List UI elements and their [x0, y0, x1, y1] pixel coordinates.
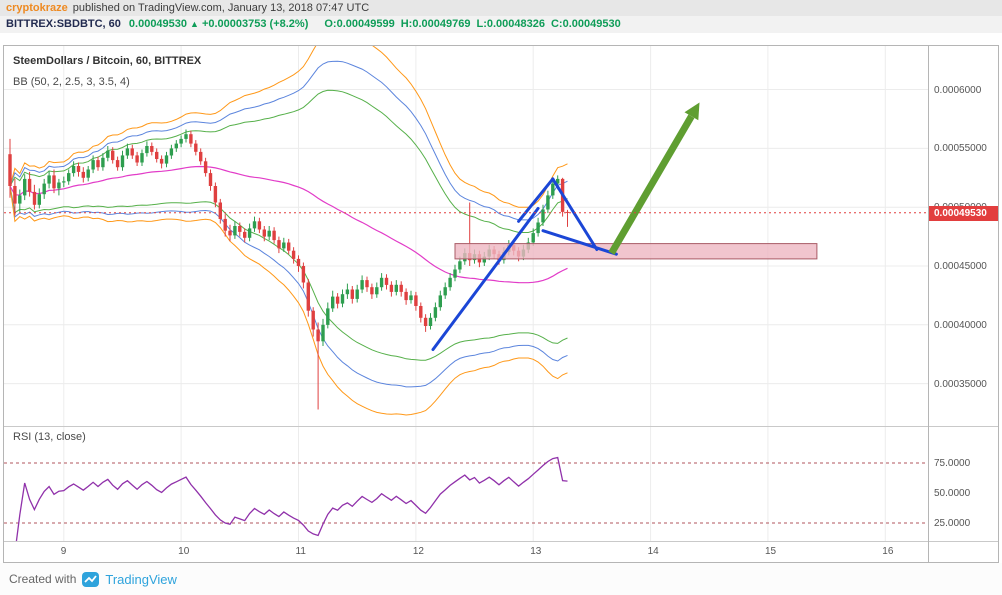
chart-container: SteemDollars / Bitcoin, 60, BITTREX BB (…: [3, 45, 999, 563]
price-axis[interactable]: 0.00060000.000550000.000500000.000450000…: [928, 46, 998, 562]
time-axis-label: 12: [412, 546, 424, 557]
ohlc-label: L:: [476, 18, 487, 30]
rsi-panel: RSI (13, close): [4, 427, 998, 541]
time-axis-label: 11: [295, 546, 306, 557]
time-axis-label: 14: [647, 546, 659, 557]
author-link[interactable]: cryptokraze: [6, 2, 68, 14]
symbol-name[interactable]: BITTREX:SBDBTC, 60: [6, 18, 121, 30]
time-axis-label: 15: [764, 546, 777, 557]
publish-info: published on TradingView.com, January 13…: [72, 2, 370, 14]
footer: Created with TradingView: [0, 563, 1002, 595]
indicator-label-rsi[interactable]: RSI (13, close): [13, 431, 86, 443]
time-axis-label: 13: [530, 546, 542, 557]
symbol-bar: BITTREX:SBDBTC, 60 0.00049530 ▲ +0.00003753…: [0, 16, 1002, 33]
last-price-tag: 0.00049530: [929, 205, 998, 221]
last-price-value: 0.00049530: [128, 18, 188, 30]
price-change: +0.00003753 (+8.2%): [201, 18, 309, 30]
tradingview-logo-icon: [82, 571, 100, 587]
time-axis-label: 10: [178, 546, 190, 557]
ohlc-label: H:: [400, 18, 413, 30]
time-axis[interactable]: 9 10 11 12 13 14 15 16: [4, 542, 928, 562]
rsi-axis-label: 25.0000: [934, 518, 971, 529]
time-axis-label: 16: [882, 546, 894, 557]
price-axis-label: 0.0006000: [934, 84, 982, 96]
price-axis-label: 0.00055000: [934, 143, 987, 155]
ohlc-values: O:0.00049599 H:0.00049769 L:0.00048326 C:0.…: [318, 18, 620, 30]
price-axis-label: 0.00035000: [934, 378, 987, 390]
ohlc-label: C:: [550, 18, 563, 30]
pane-separator[interactable]: [4, 426, 998, 427]
time-axis-label: 9: [60, 546, 67, 557]
rsi-axis-label: 50.0000: [934, 488, 971, 499]
price-axis-label: 0.00045000: [934, 261, 987, 272]
chart-legend: SteemDollars / Bitcoin, 60, BITTREX BB (…: [13, 55, 201, 88]
price-pane[interactable]: [4, 46, 928, 426]
up-arrow-icon: ▲: [190, 19, 199, 29]
rsi-axis-label: 75.0000: [934, 458, 971, 469]
rsi-pane[interactable]: [4, 427, 928, 541]
price-axis-label: 0.00040000: [934, 319, 987, 331]
indicator-label-bb[interactable]: BB (50, 2, 2.5, 3, 3.5, 4): [13, 76, 130, 88]
pane-separator-bottom: [4, 541, 998, 542]
chart-title[interactable]: SteemDollars / Bitcoin, 60, BITTREX: [13, 55, 202, 67]
tradingview-link[interactable]: TradingView: [105, 571, 177, 587]
ohlc-value: 0.00049769: [412, 18, 471, 30]
publish-bar: cryptokraze published on TradingView.com,…: [0, 0, 1002, 16]
ohlc-label: O:: [324, 18, 337, 30]
ohlc-value: 0.00049530: [562, 18, 621, 30]
ohlc-value: 0.00048326: [486, 18, 545, 30]
ohlc-value: 0.00049599: [336, 18, 395, 30]
created-with-label: Created with: [9, 572, 77, 586]
